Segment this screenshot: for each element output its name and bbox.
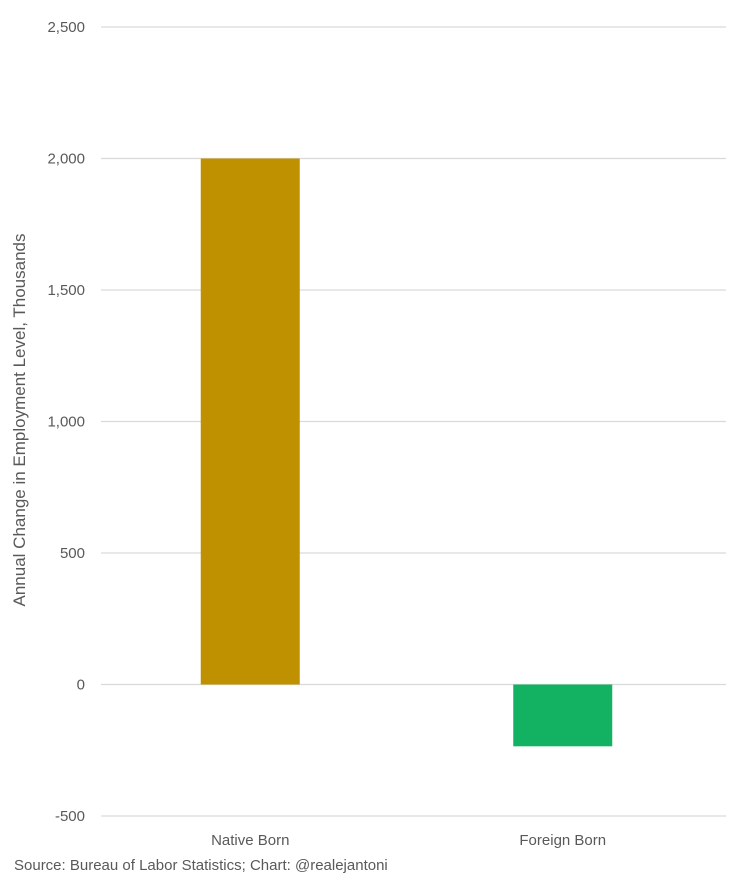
bars bbox=[200, 158, 613, 747]
x-tick-label: Foreign Born bbox=[519, 832, 606, 849]
bar-native-born bbox=[200, 158, 300, 685]
y-axis-label: Annual Change in Employment Level, Thous… bbox=[10, 234, 29, 607]
source-note: Source: Bureau of Labor Statistics; Char… bbox=[14, 857, 388, 874]
y-tick-label: 1,500 bbox=[47, 282, 85, 299]
y-tick-label: 1,000 bbox=[47, 414, 85, 431]
y-axis-ticks: -500 0 500 1,000 1,500 2,000 2,500 bbox=[47, 19, 85, 825]
y-tick-label: 500 bbox=[60, 545, 85, 562]
y-tick-label: 0 bbox=[77, 677, 85, 694]
x-tick-label: Native Born bbox=[211, 832, 289, 849]
bar-foreign-born bbox=[513, 684, 613, 747]
x-axis-ticks: Native Born Foreign Born bbox=[211, 832, 606, 849]
y-tick-label: 2,000 bbox=[47, 151, 85, 168]
y-tick-label: 2,500 bbox=[47, 19, 85, 36]
y-tick-label: -500 bbox=[55, 808, 85, 825]
gridlines bbox=[101, 26, 726, 817]
